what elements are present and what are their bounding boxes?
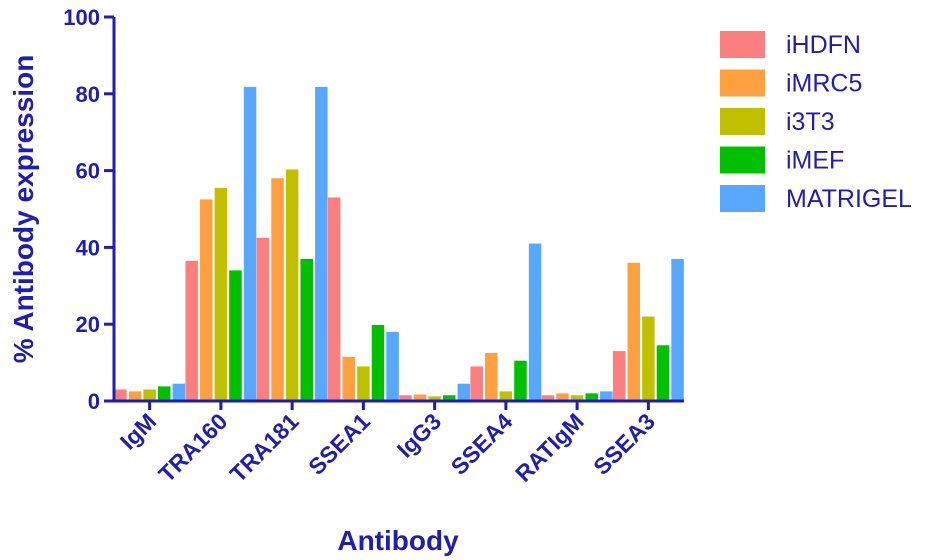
bar-imrc5-igg3	[413, 394, 427, 401]
bar-imrc5-ssea1	[342, 356, 356, 401]
bar-imef-ssea3	[656, 345, 670, 401]
bar-imrc5-tra160	[200, 199, 213, 401]
x-tick-label: SSEA1	[303, 408, 375, 480]
bar-matrigel-ratigm	[600, 391, 613, 401]
bar-imef-ssea4	[514, 360, 527, 401]
legend-swatch-matrigel	[720, 185, 765, 212]
bar-i3t3-igm	[143, 389, 156, 401]
x-tick-label: IgG3	[392, 408, 447, 463]
bar-ihdfn-ratigm	[541, 395, 555, 401]
bar-ihdfn-tra160	[185, 260, 198, 401]
x-tick-label: IgM	[115, 408, 161, 454]
bar-ihdfn-ssea4	[470, 366, 483, 401]
bar-imef-ssea1	[371, 324, 385, 401]
legend-label-imef: iMEF	[786, 147, 844, 175]
bar-imef-tra160	[229, 270, 242, 401]
x-tick-label: RATIgM	[510, 408, 589, 487]
legend-label-imrc5: iMRC5	[786, 70, 862, 98]
bar-ihdfn-ssea1	[327, 197, 341, 401]
bar-i3t3-tra160	[214, 187, 228, 401]
y-ticks-group: 0 20 40 60 80 100	[63, 5, 114, 414]
bar-matrigel-igg3	[457, 383, 471, 401]
bar-matrigel-igm	[172, 383, 186, 401]
legend-swatch-ihdfn	[720, 31, 765, 58]
bar-matrigel-ssea1	[386, 331, 399, 401]
bar-imrc5-ssea3	[627, 262, 641, 401]
x-tick-label: SSEA3	[588, 408, 660, 480]
x-axis-title: Antibody	[337, 525, 459, 556]
bar-imrc5-tra181	[271, 178, 284, 401]
bar-imef-tra181	[300, 258, 313, 401]
legend-label-i3t3: i3T3	[786, 108, 835, 136]
bar-matrigel-tra181	[315, 86, 328, 401]
bar-matrigel-tra160	[243, 86, 257, 401]
bar-matrigel-ssea3	[671, 258, 684, 401]
bar-i3t3-ssea4	[499, 391, 513, 401]
bar-i3t3-ratigm	[570, 395, 584, 401]
x-tick-label: SSEA4	[446, 408, 518, 480]
bar-imef-igm	[157, 386, 171, 401]
bar-i3t3-igg3	[428, 396, 441, 401]
legend-swatch-i3t3	[720, 108, 765, 135]
bar-imef-ratigm	[585, 393, 598, 401]
y-tick-label: 40	[76, 235, 100, 260]
y-tick-label: 0	[88, 389, 100, 414]
bar-matrigel-ssea4	[528, 243, 542, 401]
bar-ihdfn-ssea3	[612, 351, 626, 401]
bar-imrc5-igm	[128, 391, 142, 401]
bars-group	[114, 86, 684, 401]
x-tick-label: TRA181	[225, 408, 304, 487]
bar-imrc5-ratigm	[556, 393, 569, 401]
bar-ihdfn-igm	[114, 389, 127, 401]
legend-swatch-imef	[720, 146, 765, 174]
legend-swatch-imrc5	[720, 69, 765, 97]
y-tick-label: 100	[63, 5, 100, 30]
legend-label-matrigel: MATRIGEL	[786, 185, 912, 213]
bar-i3t3-tra181	[285, 169, 299, 401]
y-tick-label: 80	[76, 82, 100, 107]
x-tick-label: TRA160	[153, 408, 232, 487]
bar-ihdfn-igg3	[399, 395, 412, 401]
bar-i3t3-ssea1	[357, 366, 370, 401]
legend: iHDFN iMRC5 i3T3 iMEF MATRIGEL	[720, 31, 912, 213]
bar-imef-igg3	[442, 395, 456, 401]
bar-ihdfn-tra181	[256, 237, 270, 401]
bar-imrc5-ssea4	[485, 353, 498, 401]
y-tick-label: 20	[76, 312, 100, 337]
bar-i3t3-ssea3	[642, 316, 655, 401]
y-axis-title: % Antibody expression	[8, 55, 39, 364]
y-tick-label: 60	[76, 159, 100, 184]
legend-label-ihdfn: iHDFN	[786, 31, 861, 59]
